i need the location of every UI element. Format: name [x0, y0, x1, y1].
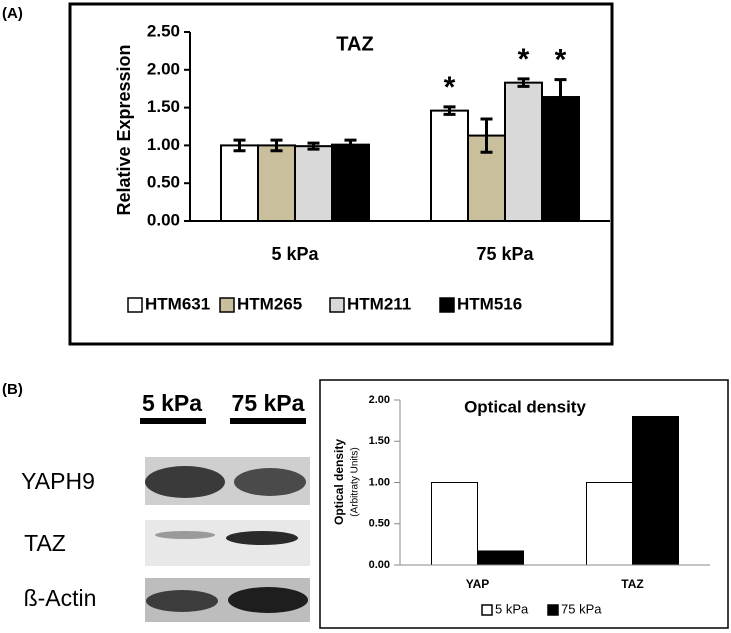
bar	[294, 145, 333, 223]
blot-row-label: YAPH9	[21, 468, 95, 494]
bar	[632, 416, 679, 566]
y-tick-label: 1.00	[369, 476, 390, 488]
y-axis-label: Optical density	[332, 439, 346, 525]
panel-label: (A)	[2, 5, 23, 22]
y-tick-label: 2.50	[147, 21, 180, 40]
legend-label: HTM516	[457, 294, 522, 313]
y-tick-label: 1.50	[369, 435, 390, 447]
blot-column-label: 75 kPa	[232, 390, 305, 416]
x-tick-label: 75 kPa	[476, 244, 534, 264]
bar	[586, 482, 633, 566]
y-axis-label: Relative Expression	[114, 44, 134, 215]
error-bar	[517, 77, 530, 88]
bar	[504, 81, 543, 223]
x-tick-label: TAZ	[621, 577, 643, 591]
chart-frame	[68, 2, 614, 346]
blot-row-label: ß-Actin	[24, 585, 97, 611]
significance-marker: *	[444, 71, 456, 104]
significance-marker: *	[518, 43, 530, 76]
blot-image	[145, 457, 310, 622]
legend-swatch	[127, 297, 143, 313]
legend-swatch	[219, 297, 235, 313]
blot-lane-bar	[230, 418, 306, 424]
y-tick-label: 2.00	[147, 59, 180, 78]
bar	[541, 96, 580, 222]
legend-swatch	[481, 604, 493, 616]
error-bar	[554, 78, 567, 116]
legend-swatch	[547, 604, 559, 616]
error-bar	[344, 138, 357, 151]
y-axis-label: (Arbitraty Units)	[350, 447, 361, 516]
error-bar	[233, 138, 246, 153]
x-tick-label: 5 kPa	[271, 244, 319, 264]
chart-frame	[319, 379, 729, 629]
legend-label: 75 kPa	[561, 601, 602, 616]
y-tick-label: 0.50	[147, 173, 180, 192]
y-tick-label: 2.00	[369, 394, 390, 406]
x-tick-label: YAP	[466, 577, 490, 591]
bar	[477, 550, 524, 566]
bar	[220, 144, 259, 222]
chart-title: TAZ	[336, 33, 373, 55]
bar	[331, 143, 370, 222]
error-bar	[307, 141, 320, 151]
error-bar	[480, 117, 493, 154]
legend-swatch	[329, 297, 345, 313]
significance-marker: *	[555, 44, 567, 77]
chart-title: Optical density	[464, 397, 586, 416]
legend-label: HTM631	[145, 294, 210, 313]
y-tick-label: 1.50	[147, 97, 180, 116]
legend-label: HTM265	[237, 294, 302, 313]
error-bar	[270, 138, 283, 153]
blot-lane-bar	[140, 418, 206, 424]
bar	[257, 144, 296, 222]
panel-label: (B)	[2, 381, 23, 398]
bar	[431, 482, 478, 566]
blot-row-label: TAZ	[24, 530, 66, 556]
error-bar	[443, 105, 456, 116]
legend-swatch	[439, 297, 455, 313]
legend-label: HTM211	[347, 294, 411, 313]
bar	[430, 109, 469, 222]
legend-label: 5 kPa	[495, 601, 529, 616]
y-tick-label: 1.00	[147, 135, 180, 154]
blot-column-label: 5 kPa	[142, 390, 202, 416]
y-tick-label: 0.00	[369, 559, 390, 571]
y-tick-label: 0.50	[369, 518, 390, 530]
y-tick-label: 0.00	[147, 210, 180, 229]
